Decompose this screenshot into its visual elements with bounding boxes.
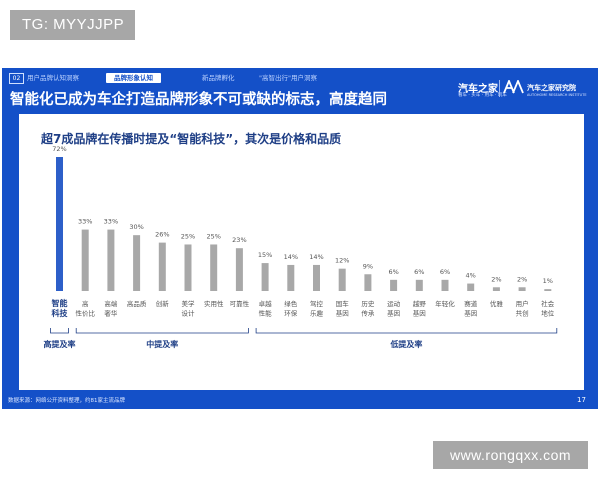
logo-divider — [499, 80, 500, 97]
category-label: 可靠性 — [230, 299, 250, 308]
category-label: 国车基因 — [336, 299, 350, 318]
category-label: 优雅 — [490, 299, 504, 308]
bar — [261, 263, 269, 291]
category-label: 历史传承 — [361, 299, 375, 318]
research-institute-logo-icon — [503, 80, 524, 94]
category-label: 绿色环保 — [284, 299, 298, 318]
bar — [235, 248, 243, 291]
research-institute-logo-text: 汽车之家研究院 — [527, 84, 576, 92]
bar — [467, 283, 475, 291]
bar — [518, 287, 526, 291]
bar — [56, 157, 63, 291]
bar-value-label: 15% — [258, 251, 272, 259]
bar — [81, 229, 89, 291]
bar-value-label: 1% — [543, 277, 553, 285]
group-label: 低提及率 — [389, 339, 422, 349]
bar-value-label: 72% — [52, 145, 66, 153]
bar — [544, 289, 552, 291]
bar-chart: 72% 智能科技 33% 高性价比 33% 高端奢华 30% 高品质 26% 创新 25% 美学设计 2… — [44, 145, 558, 349]
category-label: 美学设计 — [182, 299, 196, 318]
bar — [441, 279, 449, 291]
category-label: 创新 — [156, 299, 170, 308]
bar-value-label: 14% — [284, 253, 298, 261]
bar-value-label: 12% — [335, 257, 349, 265]
bar-value-label: 33% — [78, 218, 92, 226]
section-number: 02 — [9, 73, 24, 84]
bar — [415, 279, 423, 291]
bar-value-label: 25% — [206, 232, 220, 240]
autohome-logo-text: 汽车之家 — [458, 84, 498, 95]
bar-value-label: 2% — [491, 275, 501, 283]
research-institute-logo-subtext: AUTOHOME RESEARCH INSTITUTE — [527, 93, 587, 97]
category-label: 运动基因 — [387, 300, 401, 318]
bar — [210, 244, 218, 291]
bar — [287, 264, 295, 291]
page-number: 17 — [577, 396, 586, 404]
category-label: 年轻化 — [435, 299, 455, 308]
nav-tab-new-brand[interactable]: 新品牌孵化 — [202, 74, 235, 82]
chart-title: 超7成品牌在传播时提及“智能科技”，其次是价格和品质 — [41, 132, 342, 146]
group-label: 中提及率 — [146, 339, 178, 349]
bar — [107, 229, 115, 291]
bar-value-label: 6% — [440, 268, 450, 276]
bar — [133, 235, 141, 291]
data-source-note: 数据来源：网络公开资料整理，约81家主流品牌 — [8, 398, 126, 404]
category-label: 高端奢华 — [104, 299, 118, 318]
nav-tab-brand-image[interactable]: 品牌形象认知 — [106, 73, 161, 83]
category-label: 卓越性能 — [259, 299, 273, 318]
bar-value-label: 33% — [104, 218, 118, 226]
group-bracket — [50, 328, 69, 334]
category-label: 越野基因 — [413, 299, 427, 318]
autohome-logo-subtext: 看车 · 买车 · 用车 · 玩车 — [458, 93, 507, 98]
bar-value-label: 6% — [388, 268, 398, 276]
bar — [338, 268, 346, 291]
bar — [158, 242, 166, 291]
bar-value-label: 14% — [309, 253, 323, 261]
bar-value-label: 2% — [517, 275, 527, 283]
bar-value-label: 23% — [232, 236, 246, 244]
bar-value-label: 6% — [414, 268, 424, 276]
bar-value-label: 4% — [466, 272, 476, 280]
watermark-bottom-right: www.rongqxx.com — [433, 441, 588, 469]
bar-value-label: 25% — [181, 232, 195, 240]
report-slide: 02 用户品牌认知洞察 品牌形象认知 新品牌孵化 "高智出行"用户洞察 智能化已… — [2, 68, 598, 409]
section-nav: 02 用户品牌认知洞察 品牌形象认知 新品牌孵化 "高智出行"用户洞察 — [2, 72, 342, 84]
bar-value-label: 26% — [155, 231, 169, 239]
category-label: 智能科技 — [52, 298, 69, 318]
category-label: 驾控乐趣 — [310, 299, 324, 318]
category-label: 社会地位 — [541, 299, 555, 318]
bar — [390, 279, 398, 291]
category-label: 高性价比 — [75, 299, 95, 318]
bar — [492, 287, 500, 291]
bar-value-label: 30% — [129, 223, 143, 231]
group-bracket — [75, 328, 249, 334]
watermark-top-left: TG: MYYJJPP — [10, 10, 135, 40]
group-bracket — [255, 328, 558, 334]
bar — [313, 264, 320, 291]
nav-tab-smart-travel[interactable]: "高智出行"用户洞察 — [259, 74, 317, 82]
category-label: 实用性 — [204, 299, 224, 308]
category-label: 赛道基因 — [464, 299, 478, 318]
chart-panel: 超7成品牌在传播时提及“智能科技”，其次是价格和品质 72% 智能科技 33% 高性价… — [19, 114, 584, 390]
nav-tab-user-brand-insight[interactable]: 用户品牌认知洞察 — [27, 74, 79, 82]
bar — [364, 274, 372, 291]
slide-headline: 智能化已成为车企打造品牌形象不可或缺的标志，高度趋同 — [10, 92, 387, 108]
group-label: 高提及率 — [44, 339, 76, 349]
category-label: 用户共创 — [516, 299, 529, 318]
bar-value-label: 9% — [363, 262, 373, 270]
bar — [184, 244, 192, 291]
category-label: 高品质 — [127, 299, 147, 308]
